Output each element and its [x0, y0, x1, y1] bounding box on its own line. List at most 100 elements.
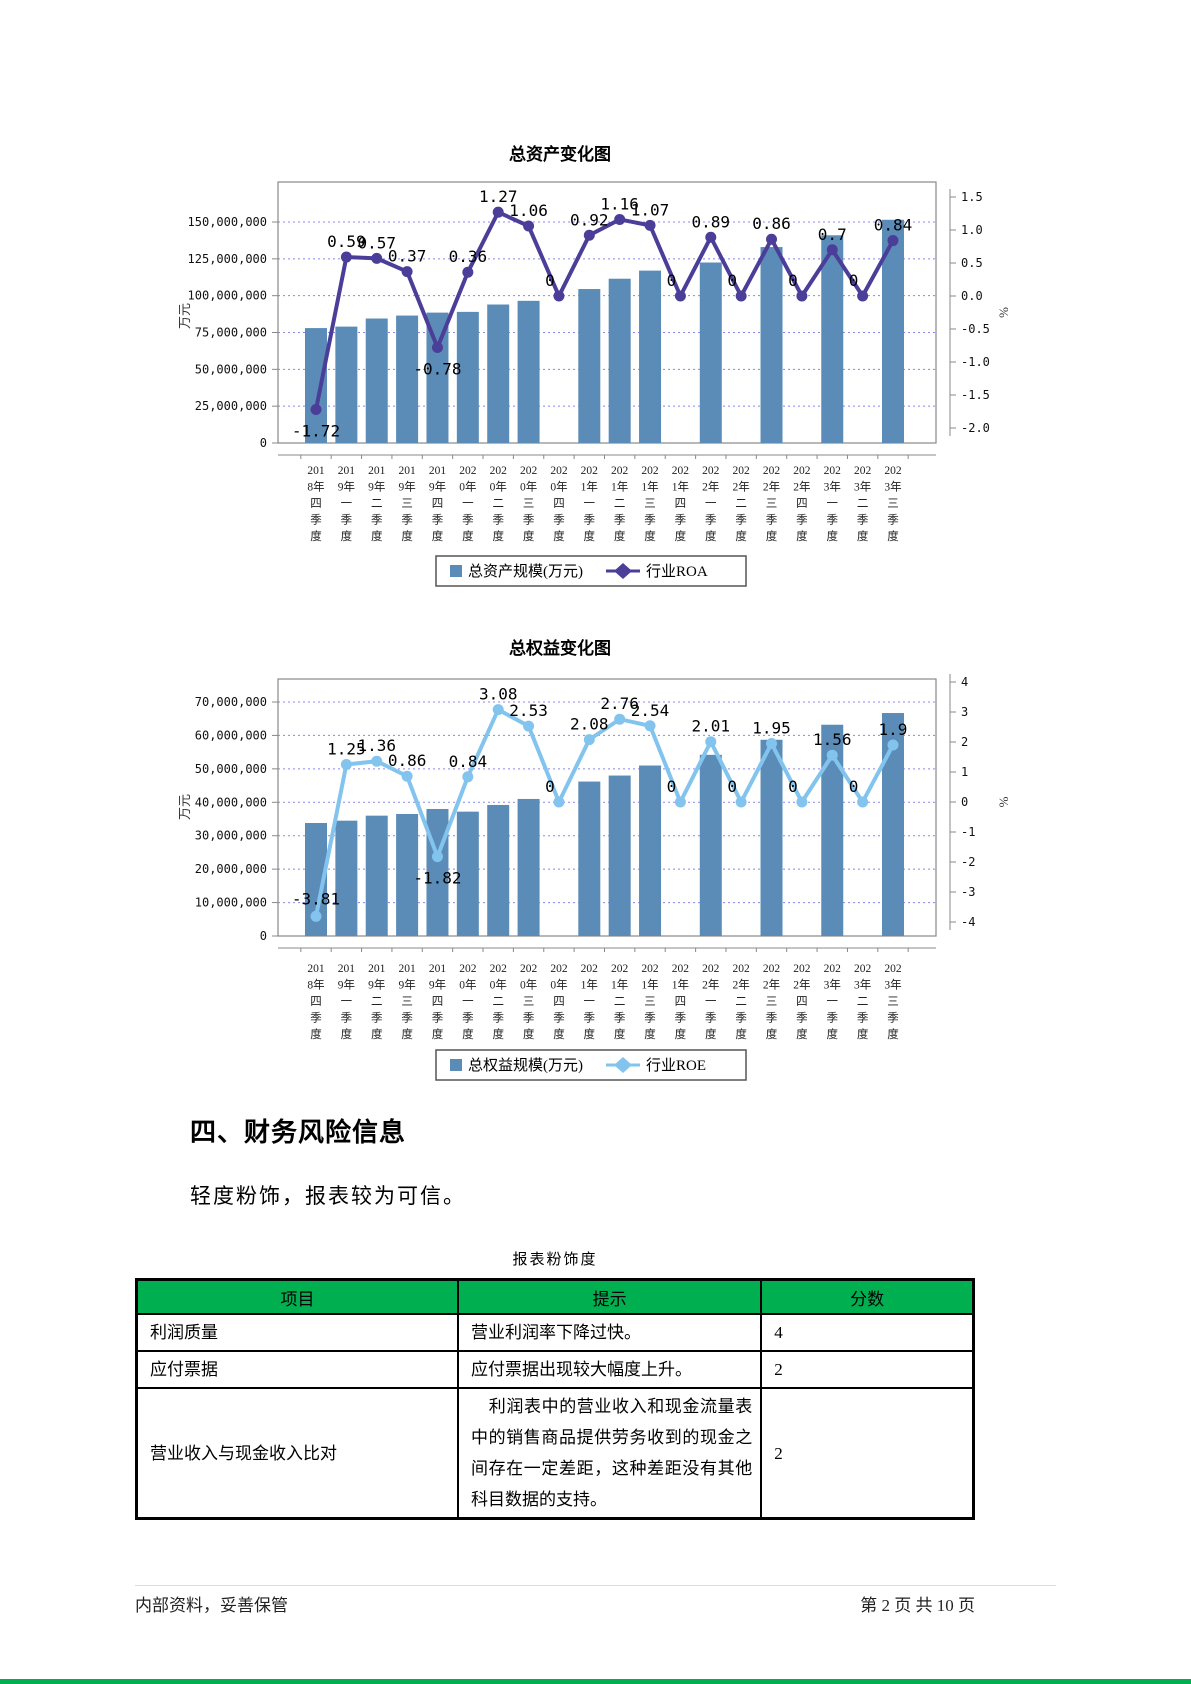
svg-text:70,000,000: 70,000,000 — [195, 695, 267, 709]
line-marker — [644, 720, 656, 732]
line-path — [314, 706, 895, 917]
cell-item: 营业收入与现金收入比对 — [135, 1387, 459, 1520]
x-label: 201 9年三季度 — [398, 465, 416, 543]
line-marker — [431, 851, 443, 863]
col-header-item: 项目 — [135, 1278, 459, 1315]
bar — [760, 247, 783, 443]
svg-text:2: 2 — [961, 735, 968, 749]
footer-left-text: 内部资料，妥善保管 — [135, 1596, 288, 1615]
bar — [760, 739, 783, 936]
point-label: 1.25 — [327, 740, 366, 759]
point-label: 2.08 — [570, 715, 609, 734]
bar — [699, 754, 722, 936]
x-label: 202 2年二季度 — [733, 465, 751, 543]
svg-text:60,000,000: 60,000,000 — [195, 728, 267, 742]
line-marker — [583, 229, 595, 241]
total-equity-canvas: 总权益变化图 0 10,000,000 20,000,000 30,000,000 40,… — [177, 638, 1011, 1081]
point-label: 0 — [849, 777, 859, 796]
point-label: 0.84 — [874, 216, 913, 235]
svg-text:40,000,000: 40,000,000 — [195, 795, 267, 809]
line-marker — [796, 290, 808, 302]
line-marker — [553, 796, 565, 808]
x-label: 202 0年一季度 — [459, 465, 477, 543]
svg-text:150,000,000: 150,000,000 — [188, 215, 267, 229]
bar — [699, 262, 722, 443]
line-marker — [492, 206, 504, 218]
x-label: 201 9年四季度 — [429, 465, 447, 543]
chart-title: 总权益变化图 — [509, 638, 611, 658]
line-path — [314, 209, 895, 410]
point-label: 0 — [545, 271, 555, 290]
line-marker — [705, 231, 717, 243]
svg-text:50,000,000: 50,000,000 — [195, 762, 267, 776]
x-label: 202 2年四季度 — [793, 465, 811, 543]
x-label: 202 1年二季度 — [611, 465, 629, 543]
total-assets-chart: 总资产变化图 0 25,000,000 50,000,000 75,000,000 100… — [0, 120, 1056, 603]
svg-text:1: 1 — [961, 765, 968, 779]
bar — [821, 235, 844, 443]
svg-text:0: 0 — [260, 929, 267, 943]
svg-text:50,000,000: 50,000,000 — [195, 362, 267, 376]
x-label: 202 1年一季度 — [581, 963, 599, 1041]
bar — [639, 270, 662, 443]
x-label: 201 9年四季度 — [429, 963, 447, 1041]
bar — [578, 289, 601, 443]
svg-text:0.5: 0.5 — [961, 256, 983, 270]
x-label: 201 8年四季度 — [307, 465, 325, 543]
point-label: 2.01 — [692, 717, 731, 736]
line-marker — [462, 771, 474, 783]
bar — [426, 312, 449, 443]
line-marker — [614, 213, 626, 225]
table-row: 应付票据 应付票据出现较大幅度上升。 2 — [135, 1350, 975, 1389]
point-label: 0 — [727, 777, 737, 796]
x-label: 202 2年四季度 — [793, 963, 811, 1041]
svg-text:25,000,000: 25,000,000 — [195, 399, 267, 413]
point-label: 1.27 — [479, 187, 518, 206]
x-label: 202 3年三季度 — [884, 963, 902, 1041]
svg-text:0: 0 — [260, 436, 267, 450]
point-label: 0.37 — [388, 247, 427, 266]
x-label: 201 9年一季度 — [338, 465, 356, 543]
bar — [608, 775, 631, 936]
point-label: 0 — [667, 777, 677, 796]
svg-text:0.0: 0.0 — [961, 289, 983, 303]
point-label: 1.36 — [357, 736, 396, 755]
point-label: 0 — [545, 777, 555, 796]
line-marker — [371, 252, 383, 264]
svg-text:75,000,000: 75,000,000 — [195, 326, 267, 340]
left-axis: 0 25,000,000 50,000,000 75,000,000 100,000,0… — [188, 215, 278, 450]
x-label: 202 1年三季度 — [641, 963, 659, 1041]
right-axis: -2.0 -1.5 -1.0 -0.5 0.0 0.5 1.0 1.5 — [949, 189, 990, 436]
line-marker — [401, 770, 413, 782]
legend-bar-label: 总资产规模(万元) — [468, 563, 583, 580]
x-label: 202 2年一季度 — [702, 465, 720, 543]
point-label: -3.81 — [292, 889, 340, 908]
point-label: 0.84 — [449, 752, 488, 771]
svg-text:-0.5: -0.5 — [961, 322, 990, 336]
chart-legend: 总权益规模(万元) 行业ROE — [435, 1049, 747, 1081]
point-label: 0.7 — [818, 225, 847, 244]
line-marker — [614, 713, 626, 725]
legend-line-label: 行业ROE — [646, 1057, 706, 1074]
line-marker — [674, 290, 686, 302]
x-label: 202 0年二季度 — [490, 465, 508, 543]
bar — [456, 311, 479, 443]
bars-group — [305, 219, 904, 443]
point-label: 2.54 — [631, 701, 670, 720]
point-label: 0.89 — [692, 212, 731, 231]
point-label: 0 — [667, 271, 677, 290]
point-label: -0.78 — [413, 359, 461, 378]
legend-line-marker — [614, 563, 632, 579]
line-group: -1.720.590.570.37-0.780.361.271.0600.921… — [292, 187, 912, 440]
point-label: 0 — [727, 271, 737, 290]
line-marker — [431, 341, 443, 353]
x-label: 201 9年二季度 — [368, 963, 386, 1041]
point-label: -1.72 — [292, 422, 340, 441]
point-label: 3.08 — [479, 685, 518, 704]
line-marker — [401, 266, 413, 278]
bar — [578, 781, 601, 936]
table-title: 报表粉饰度 — [512, 1252, 598, 1268]
line-marker — [766, 738, 778, 749]
bar — [305, 823, 327, 936]
line-marker — [766, 233, 778, 245]
